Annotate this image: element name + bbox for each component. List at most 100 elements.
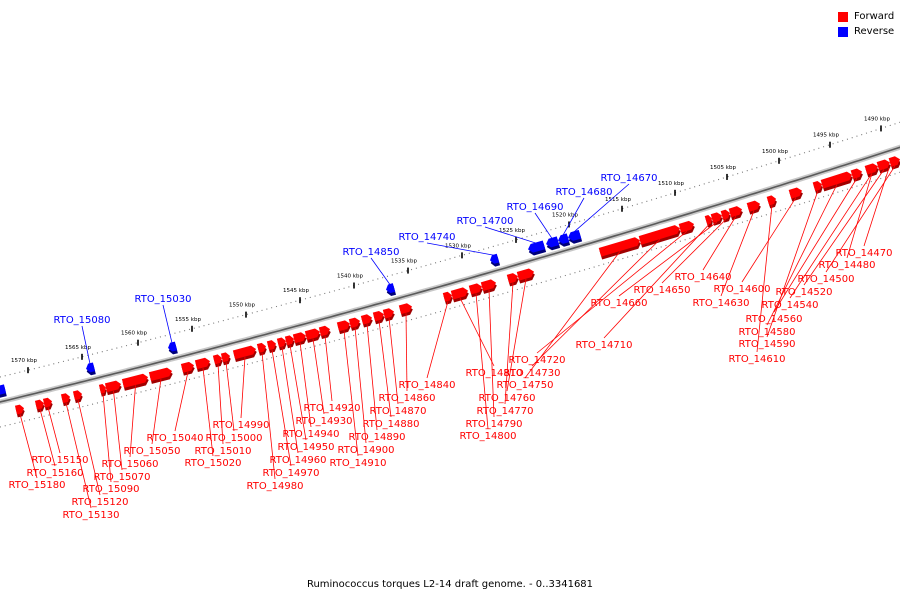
- forward-gene[interactable]: [318, 325, 332, 340]
- gene-label[interactable]: RTO_15180: [8, 480, 65, 491]
- forward-gene[interactable]: [506, 272, 520, 287]
- gene-label[interactable]: RTO_14560: [745, 314, 802, 325]
- gene-label[interactable]: RTO_14540: [761, 300, 818, 311]
- forward-gene[interactable]: [266, 339, 278, 354]
- forward-gene[interactable]: [820, 170, 855, 192]
- forward-gene[interactable]: [60, 392, 72, 407]
- gene-label[interactable]: RTO_15130: [62, 510, 119, 521]
- gene-label[interactable]: RTO_14810: [465, 368, 522, 379]
- gene-label[interactable]: RTO_14600: [713, 284, 770, 295]
- gene-label[interactable]: RTO_14890: [348, 432, 405, 443]
- gene-label[interactable]: RTO_14610: [728, 354, 785, 365]
- forward-gene[interactable]: [516, 267, 536, 284]
- forward-gene[interactable]: [450, 286, 470, 303]
- gene-label[interactable]: RTO_15000: [205, 433, 262, 444]
- reverse-gene[interactable]: [385, 283, 397, 297]
- reverse-gene[interactable]: [85, 362, 96, 376]
- gene-label[interactable]: RTO_14900: [337, 445, 394, 456]
- forward-gene[interactable]: [180, 361, 196, 376]
- gene-label[interactable]: RTO_14910: [329, 458, 386, 469]
- gene-label[interactable]: RTO_15150: [31, 455, 88, 466]
- forward-gene[interactable]: [728, 205, 745, 221]
- gene-label[interactable]: RTO_14590: [738, 339, 795, 350]
- forward-gene[interactable]: [292, 331, 308, 347]
- gene-label[interactable]: RTO_15080: [53, 315, 110, 326]
- forward-gene[interactable]: [304, 327, 322, 343]
- gene-label[interactable]: RTO_14840: [398, 380, 455, 391]
- gene-label[interactable]: RTO_14790: [465, 419, 522, 430]
- forward-gene[interactable]: [220, 351, 232, 366]
- forward-gene[interactable]: [14, 404, 26, 418]
- gene-label[interactable]: RTO_14860: [378, 393, 435, 404]
- gene-label[interactable]: RTO_14470: [835, 248, 892, 259]
- forward-gene[interactable]: [212, 354, 224, 368]
- gene-label[interactable]: RTO_15030: [134, 294, 191, 305]
- forward-gene[interactable]: [746, 199, 763, 215]
- forward-gene[interactable]: [104, 380, 123, 396]
- gene-label[interactable]: RTO_14940: [282, 429, 339, 440]
- gene-label[interactable]: RTO_14770: [476, 406, 533, 417]
- forward-gene[interactable]: [766, 194, 779, 209]
- forward-gene[interactable]: [864, 162, 881, 178]
- gene-label[interactable]: RTO_14710: [575, 340, 632, 351]
- forward-gene[interactable]: [704, 214, 715, 228]
- gene-label[interactable]: RTO_15160: [26, 468, 83, 479]
- gene-label[interactable]: RTO_15060: [101, 459, 158, 470]
- forward-gene[interactable]: [276, 337, 288, 351]
- gene-label[interactable]: RTO_14580: [738, 327, 795, 338]
- gene-label[interactable]: RTO_14760: [478, 393, 535, 404]
- gene-label[interactable]: RTO_14650: [633, 285, 690, 296]
- forward-gene[interactable]: [812, 180, 825, 194]
- gene-label[interactable]: RTO_15070: [93, 472, 150, 483]
- reverse-gene[interactable]: [489, 253, 501, 268]
- gene-label[interactable]: RTO_14520: [775, 287, 832, 298]
- gene-label[interactable]: RTO_14700: [456, 216, 513, 227]
- forward-gene[interactable]: [98, 383, 108, 397]
- forward-gene[interactable]: [598, 236, 642, 260]
- gene-label[interactable]: RTO_15020: [184, 458, 241, 469]
- forward-gene[interactable]: [710, 211, 725, 226]
- forward-gene[interactable]: [638, 224, 682, 248]
- gene-label[interactable]: RTO_14740: [398, 232, 455, 243]
- forward-gene[interactable]: [284, 334, 296, 349]
- gene-label[interactable]: RTO_14630: [692, 298, 749, 309]
- gene-label[interactable]: RTO_15050: [123, 446, 180, 457]
- forward-gene[interactable]: [888, 155, 900, 170]
- gene-label[interactable]: RTO_14750: [496, 380, 553, 391]
- forward-gene[interactable]: [348, 317, 362, 331]
- forward-gene[interactable]: [72, 389, 84, 404]
- forward-gene[interactable]: [42, 397, 54, 411]
- reverse-gene[interactable]: [167, 341, 178, 356]
- forward-gene[interactable]: [121, 373, 150, 391]
- gene-label[interactable]: RTO_14930: [295, 416, 352, 427]
- reverse-gene[interactable]: [527, 240, 547, 256]
- gene-label[interactable]: RTO_14920: [303, 403, 360, 414]
- gene-label[interactable]: RTO_14990: [212, 420, 269, 431]
- reverse-gene[interactable]: [545, 236, 561, 251]
- forward-gene[interactable]: [720, 209, 733, 223]
- gene-label[interactable]: RTO_14500: [797, 274, 854, 285]
- forward-gene[interactable]: [468, 282, 484, 298]
- gene-label[interactable]: RTO_14690: [506, 202, 563, 213]
- forward-gene[interactable]: [372, 310, 386, 325]
- gene-label[interactable]: RTO_14950: [277, 442, 334, 453]
- gene-label[interactable]: RTO_14680: [555, 187, 612, 198]
- forward-gene[interactable]: [232, 345, 258, 363]
- reverse-gene[interactable]: [0, 384, 7, 398]
- forward-gene[interactable]: [194, 357, 212, 373]
- forward-gene[interactable]: [360, 313, 374, 328]
- forward-gene[interactable]: [678, 220, 696, 236]
- forward-gene[interactable]: [876, 158, 893, 174]
- gene-label[interactable]: RTO_14880: [362, 419, 419, 430]
- forward-gene[interactable]: [256, 342, 268, 356]
- forward-gene[interactable]: [336, 319, 352, 335]
- forward-gene[interactable]: [442, 291, 454, 305]
- gene-label[interactable]: RTO_15090: [82, 484, 139, 495]
- gene-label[interactable]: RTO_14720: [508, 355, 565, 366]
- gene-label[interactable]: RTO_14800: [459, 431, 516, 442]
- gene-label[interactable]: RTO_15120: [71, 497, 128, 508]
- gene-label[interactable]: RTO_14960: [269, 455, 326, 466]
- forward-gene[interactable]: [480, 278, 498, 294]
- gene-label[interactable]: RTO_14640: [674, 272, 731, 283]
- forward-gene[interactable]: [148, 367, 174, 384]
